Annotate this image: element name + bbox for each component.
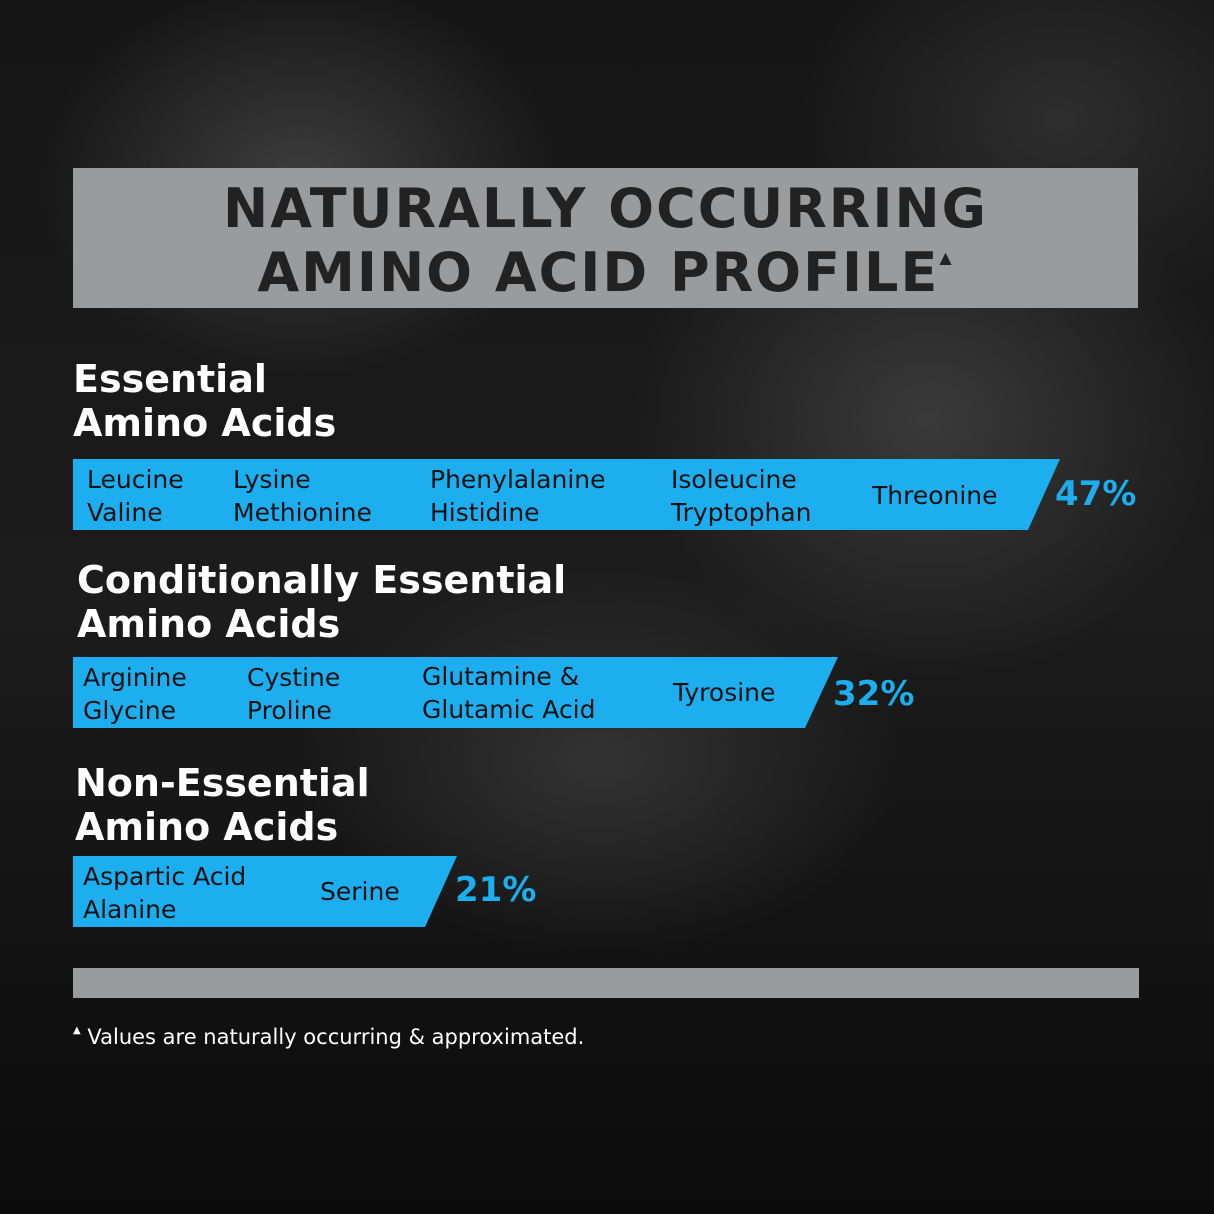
section-heading-conditional: Conditionally Essential Amino Acids [77,558,566,646]
title-line-1: NATURALLY OCCURRING [223,177,988,240]
amino-name: Tryptophan [671,498,812,527]
amino-name: Methionine [233,498,372,527]
heading-line: Amino Acids [75,805,339,849]
amino-name: Glutamine & [422,662,580,691]
amino-name: Proline [247,696,332,725]
amino-name: Cystine [247,663,341,692]
amino-name: Threonine [872,481,998,510]
amino-name: Histidine [430,498,540,527]
amino-cell: Aspartic Acid Alanine [83,860,246,926]
heading-line: Amino Acids [73,401,337,445]
essential-bar [73,459,1060,530]
amino-name: Phenylalanine [430,465,606,494]
footnote-marker-icon: ▲ [73,1025,81,1036]
non-essential-bar [73,856,457,927]
amino-cell: Lysine Methionine [233,463,372,529]
amino-cell: Glutamine & Glutamic Acid [422,660,596,726]
conditional-percent: 32% [833,674,915,714]
amino-name: Glycine [83,696,177,725]
amino-cell: Arginine Glycine [83,661,187,727]
amino-name: Alanine [83,895,177,924]
amino-name: Tyrosine [673,678,776,707]
heading-line: Non-Essential [75,761,370,805]
amino-cell: Isoleucine Tryptophan [671,463,812,529]
amino-cell: Cystine Proline [247,661,340,727]
title-line-2: AMINO ACID PROFILE▲ [73,246,1138,300]
heading-line: Essential [73,357,267,401]
amino-name: Arginine [83,663,187,692]
footnote: ▲ Values are naturally occurring & appro… [73,1025,584,1049]
footnote-text: Values are naturally occurring & approxi… [87,1025,585,1049]
footnote-marker-icon: ▲ [939,248,954,267]
amino-cell: Phenylalanine Histidine [430,463,606,529]
amino-name: Aspartic Acid [83,862,247,891]
amino-name: Lysine [233,465,311,494]
amino-name: Isoleucine [671,465,797,494]
title-box: NATURALLY OCCURRING AMINO ACID PROFILE▲ [73,168,1138,308]
section-heading-non-essential: Non-Essential Amino Acids [75,761,370,849]
title-text: AMINO ACID PROFILE [257,241,940,304]
conditional-bar [73,657,838,728]
heading-line: Amino Acids [77,602,341,646]
essential-percent: 47% [1055,474,1137,514]
non-essential-percent: 21% [455,870,537,910]
amino-name: Serine [320,877,400,906]
section-heading-essential: Essential Amino Acids [73,357,336,445]
amino-name: Glutamic Acid [422,695,596,724]
amino-cell: Leucine Valine [87,463,184,529]
amino-name: Valine [87,498,163,527]
amino-name: Leucine [87,465,184,494]
heading-line: Conditionally Essential [77,558,567,602]
divider-bar [73,968,1139,998]
